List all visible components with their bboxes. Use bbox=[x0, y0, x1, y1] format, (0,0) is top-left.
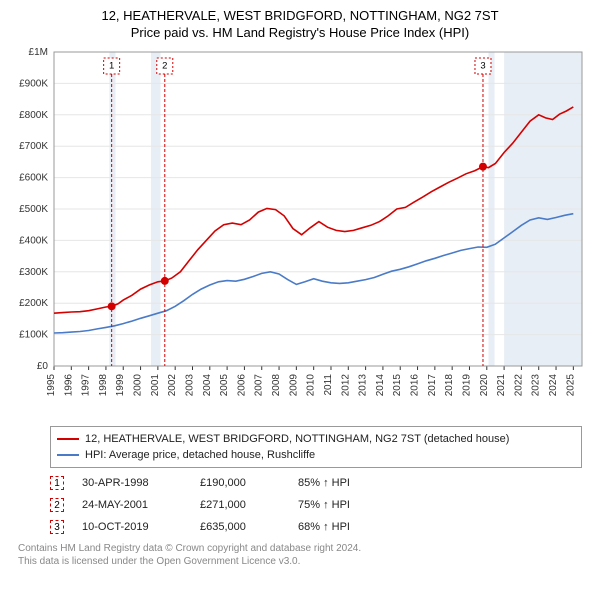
svg-text:2: 2 bbox=[162, 61, 167, 72]
svg-text:1996: 1996 bbox=[63, 374, 74, 397]
svg-text:1998: 1998 bbox=[98, 374, 109, 397]
svg-text:£200K: £200K bbox=[19, 298, 48, 309]
attribution-line: Contains HM Land Registry data © Crown c… bbox=[18, 542, 582, 555]
event-hpi: 85% ↑ HPI bbox=[298, 477, 398, 489]
legend-swatch bbox=[57, 454, 79, 456]
title-line-2: Price paid vs. HM Land Registry's House … bbox=[6, 25, 594, 40]
svg-text:2011: 2011 bbox=[323, 374, 334, 396]
svg-text:2014: 2014 bbox=[375, 374, 386, 397]
legend-label: HPI: Average price, detached house, Rush… bbox=[85, 449, 315, 461]
title-line-1: 12, HEATHERVALE, WEST BRIDGFORD, NOTTING… bbox=[6, 8, 594, 23]
svg-text:£400K: £400K bbox=[19, 235, 48, 246]
event-marker-icon: 2 bbox=[50, 498, 64, 512]
svg-text:2008: 2008 bbox=[271, 374, 282, 397]
svg-text:2005: 2005 bbox=[219, 374, 230, 397]
svg-text:2009: 2009 bbox=[288, 374, 299, 397]
events-table: 1 30-APR-1998 £190,000 85% ↑ HPI 2 24-MA… bbox=[50, 472, 582, 538]
svg-text:2016: 2016 bbox=[410, 374, 421, 397]
legend-item: 12, HEATHERVALE, WEST BRIDGFORD, NOTTING… bbox=[57, 431, 575, 447]
chart-svg: £0 £100K £200K £300K £400K £500K £600K £700K £80… bbox=[6, 46, 594, 420]
event-date: 24-MAY-2001 bbox=[82, 499, 182, 511]
svg-text:£100K: £100K bbox=[19, 330, 48, 341]
legend-swatch bbox=[57, 438, 79, 440]
attribution: Contains HM Land Registry data © Crown c… bbox=[18, 542, 582, 568]
svg-text:£800K: £800K bbox=[19, 110, 48, 121]
event-row: 1 30-APR-1998 £190,000 85% ↑ HPI bbox=[50, 472, 582, 494]
attribution-line: This data is licensed under the Open Gov… bbox=[18, 555, 582, 568]
svg-text:£0: £0 bbox=[37, 361, 49, 372]
event-price: £635,000 bbox=[200, 521, 280, 533]
event-hpi: 68% ↑ HPI bbox=[298, 521, 398, 533]
svg-text:2021: 2021 bbox=[496, 374, 507, 397]
svg-text:£900K: £900K bbox=[19, 78, 48, 89]
legend-item: HPI: Average price, detached house, Rush… bbox=[57, 447, 575, 463]
svg-text:2010: 2010 bbox=[306, 374, 317, 397]
svg-text:2024: 2024 bbox=[548, 374, 559, 397]
event-price: £190,000 bbox=[200, 477, 280, 489]
svg-text:2002: 2002 bbox=[167, 374, 178, 397]
event-row: 2 24-MAY-2001 £271,000 75% ↑ HPI bbox=[50, 494, 582, 516]
svg-text:2013: 2013 bbox=[358, 374, 369, 397]
svg-text:2019: 2019 bbox=[461, 374, 472, 397]
svg-text:£600K: £600K bbox=[19, 173, 48, 184]
svg-text:£500K: £500K bbox=[19, 204, 48, 215]
legend-label: 12, HEATHERVALE, WEST BRIDGFORD, NOTTING… bbox=[85, 433, 509, 445]
svg-text:2001: 2001 bbox=[150, 374, 161, 397]
svg-text:£700K: £700K bbox=[19, 141, 48, 152]
svg-text:3: 3 bbox=[480, 61, 485, 72]
event-date: 30-APR-1998 bbox=[82, 477, 182, 489]
svg-text:2015: 2015 bbox=[392, 374, 403, 397]
svg-text:2017: 2017 bbox=[427, 374, 438, 397]
svg-text:2003: 2003 bbox=[184, 374, 195, 397]
svg-text:2023: 2023 bbox=[531, 374, 542, 397]
svg-text:1997: 1997 bbox=[81, 374, 92, 397]
legend: 12, HEATHERVALE, WEST BRIDGFORD, NOTTING… bbox=[50, 426, 582, 468]
svg-text:2025: 2025 bbox=[565, 374, 576, 397]
event-marker-icon: 1 bbox=[50, 476, 64, 490]
svg-text:£300K: £300K bbox=[19, 267, 48, 278]
svg-text:1: 1 bbox=[109, 61, 114, 72]
svg-text:2000: 2000 bbox=[133, 374, 144, 397]
svg-text:1995: 1995 bbox=[46, 374, 57, 397]
svg-text:£1M: £1M bbox=[29, 47, 48, 58]
svg-text:2012: 2012 bbox=[340, 374, 351, 397]
svg-text:2004: 2004 bbox=[202, 374, 213, 397]
event-hpi: 75% ↑ HPI bbox=[298, 499, 398, 511]
event-marker-icon: 3 bbox=[50, 520, 64, 534]
svg-text:2007: 2007 bbox=[254, 374, 265, 397]
svg-text:2006: 2006 bbox=[236, 374, 247, 397]
svg-text:2022: 2022 bbox=[513, 374, 524, 397]
chart-container: { "title": { "line1": "12, HEATHERVALE, … bbox=[0, 0, 600, 574]
chart-plot: £0 £100K £200K £300K £400K £500K £600K £700K £80… bbox=[6, 46, 594, 420]
svg-text:2018: 2018 bbox=[444, 374, 455, 397]
svg-text:1999: 1999 bbox=[115, 374, 126, 397]
chart-title: 12, HEATHERVALE, WEST BRIDGFORD, NOTTING… bbox=[6, 8, 594, 40]
svg-text:2020: 2020 bbox=[479, 374, 490, 397]
event-row: 3 10-OCT-2019 £635,000 68% ↑ HPI bbox=[50, 516, 582, 538]
event-price: £271,000 bbox=[200, 499, 280, 511]
event-date: 10-OCT-2019 bbox=[82, 521, 182, 533]
